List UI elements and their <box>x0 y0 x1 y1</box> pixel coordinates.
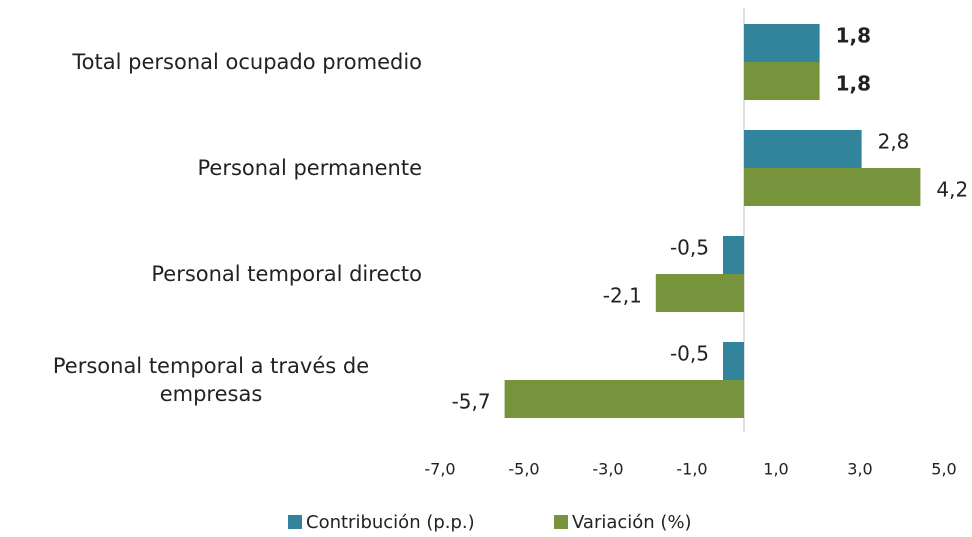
x-tick-label: -3,0 <box>592 460 623 479</box>
value-label: -2,1 <box>603 284 642 308</box>
bar <box>744 130 862 168</box>
category-label-box: Personal temporal directo <box>151 224 422 324</box>
category-label-box: Personal permanente <box>198 118 422 218</box>
bar <box>744 168 921 206</box>
bar <box>744 24 820 62</box>
value-label: 1,8 <box>836 72 871 96</box>
value-label: -0,5 <box>670 236 709 260</box>
category-label: Personal temporal a través de empresas <box>52 354 370 406</box>
legend-swatch <box>288 515 302 529</box>
x-tick-label: 5,0 <box>931 460 956 479</box>
legend-label: Contribución (p.p.) <box>306 512 475 533</box>
value-label: 2,8 <box>878 130 910 154</box>
x-tick-label: -1,0 <box>676 460 707 479</box>
value-label: 1,8 <box>836 24 871 48</box>
x-tick-label: 1,0 <box>763 460 788 479</box>
x-tick-label: -5,0 <box>508 460 539 479</box>
bar <box>723 342 744 380</box>
value-label: -0,5 <box>670 342 709 366</box>
category-label: Personal temporal directo <box>151 262 422 286</box>
x-tick-label: 3,0 <box>847 460 872 479</box>
category-label-box: Total personal ocupado promedio <box>72 12 422 112</box>
value-label: -5,7 <box>452 390 491 414</box>
bar <box>504 380 744 418</box>
category-label-box: Personal temporal a través de empresas <box>0 330 422 430</box>
category-label: Total personal ocupado promedio <box>72 50 422 74</box>
bar <box>744 62 820 100</box>
bar <box>655 274 744 312</box>
bar <box>723 236 744 274</box>
x-tick-label: -7,0 <box>424 460 455 479</box>
legend-swatch <box>554 515 568 529</box>
value-label: 4,2 <box>936 178 968 202</box>
legend-label: Variación (%) <box>572 512 692 533</box>
category-label: Personal permanente <box>197 156 422 180</box>
